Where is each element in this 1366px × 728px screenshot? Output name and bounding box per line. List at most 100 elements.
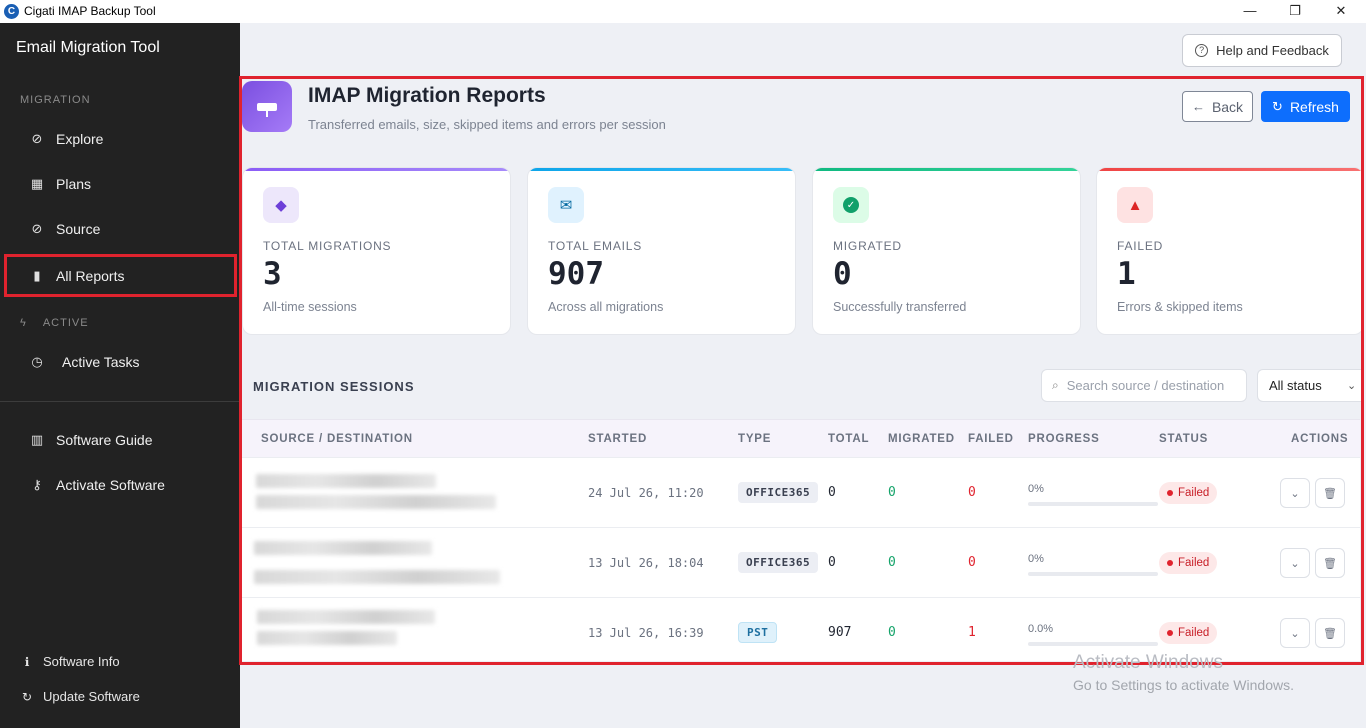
delete-button[interactable]: 🗑 <box>1315 618 1345 648</box>
sidebar-item-active-tasks[interactable]: ◷ Active Tasks <box>4 342 237 382</box>
activation-watermark-text: Go to Settings to activate Windows. <box>1073 677 1294 693</box>
migrated-count: 0 <box>888 555 896 570</box>
lightning-icon: ϟ <box>20 317 27 329</box>
chevron-down-icon: ⌄ <box>1290 487 1300 500</box>
stat-label: FAILED <box>1117 239 1164 253</box>
redacted-destination <box>257 631 397 645</box>
column-header[interactable]: FAILED <box>968 433 1014 445</box>
column-header[interactable]: STARTED <box>588 433 648 445</box>
sidebar-item-label: Plans <box>56 176 92 192</box>
column-header[interactable]: MIGRATED <box>888 433 955 445</box>
sidebar-item-software-guide[interactable]: ▥ Software Guide <box>4 420 237 460</box>
chevron-down-icon: ⌄ <box>1290 557 1300 570</box>
redacted-source <box>257 610 435 624</box>
app-logo-icon: C <box>4 4 19 19</box>
failed-count: 0 <box>968 485 976 500</box>
section-label-active: ϟ ACTIVE <box>20 317 89 329</box>
grid-icon: ▦ <box>30 176 44 191</box>
delete-button[interactable]: 🗑 <box>1315 548 1345 578</box>
sidebar-item-explore[interactable]: ⊘ Explore <box>4 119 237 159</box>
sidebar-divider <box>0 401 240 402</box>
progress-text: 0% <box>1028 553 1044 565</box>
info-icon: ℹ <box>24 654 30 669</box>
chevron-down-icon: ⌄ <box>1290 627 1300 640</box>
status-badge: Failed <box>1159 482 1218 504</box>
failed-count: 0 <box>968 555 976 570</box>
trash-icon: 🗑 <box>1323 627 1337 640</box>
sidebar-item-label: Explore <box>56 131 104 147</box>
title-bar: C Cigati IMAP Backup Tool — ❐ ✕ <box>0 0 1366 23</box>
sidebar-item-all-reports[interactable]: ▮ All Reports <box>4 254 237 297</box>
delete-button[interactable]: 🗑 <box>1315 478 1345 508</box>
layers-icon: ◆ <box>263 187 299 223</box>
sidebar-item-label: All Reports <box>56 267 125 284</box>
page-subtitle: Transferred emails, size, skipped items … <box>308 117 666 132</box>
stat-card-total-migrations: ◆ TOTAL MIGRATIONS 3 All-time sessions <box>242 167 511 335</box>
stat-label: TOTAL MIGRATIONS <box>263 239 392 253</box>
table-row[interactable]: 24 Jul 26, 11:20 OFFICE365 0 0 0 0% Fail… <box>242 457 1360 527</box>
compass-icon: ⊘ <box>31 131 43 146</box>
table-row[interactable]: 13 Jul 26, 16:39 PST 907 0 1 0.0% Failed… <box>242 597 1360 661</box>
started-time: 24 Jul 26, 11:20 <box>588 486 704 500</box>
status-filter-select[interactable]: All status ⌄ <box>1257 369 1361 402</box>
expand-button[interactable]: ⌄ <box>1280 548 1310 578</box>
sidebar-item-plans[interactable]: ▦ Plans <box>4 164 237 204</box>
started-time: 13 Jul 26, 16:39 <box>588 626 704 640</box>
total-count: 0 <box>828 555 836 570</box>
stat-card-failed: ▲ FAILED 1 Errors & skipped items <box>1096 167 1364 335</box>
sidebar-item-update-software[interactable]: ↻ Update Software <box>20 689 140 704</box>
progress-text: 0% <box>1028 483 1044 495</box>
stat-value: 1 <box>1117 256 1136 292</box>
stat-value: 0 <box>833 256 852 292</box>
progress-bar <box>1028 502 1158 506</box>
sidebar-brand: Email Migration Tool <box>16 39 160 56</box>
refresh-button[interactable]: ↻ Refresh <box>1261 91 1350 122</box>
sidebar-item-label: Software Info <box>43 654 120 669</box>
stat-label: MIGRATED <box>833 239 902 253</box>
refresh-icon: ↻ <box>21 689 33 704</box>
expand-button[interactable]: ⌄ <box>1280 478 1310 508</box>
sidebar-item-source[interactable]: ⊘ Source <box>4 209 237 249</box>
expand-button[interactable]: ⌄ <box>1280 618 1310 648</box>
search-box[interactable]: ⌕ <box>1041 369 1247 402</box>
table-row[interactable]: 13 Jul 26, 18:04 OFFICE365 0 0 0 0% Fail… <box>242 527 1360 597</box>
activation-watermark-title: Activate Windows <box>1073 652 1223 673</box>
close-button[interactable]: ✕ <box>1335 3 1347 18</box>
column-header[interactable]: TYPE <box>738 433 772 445</box>
migrated-count: 0 <box>888 625 896 640</box>
redacted-source <box>256 474 436 488</box>
trash-icon: 🗑 <box>1323 557 1337 570</box>
stat-description: Across all migrations <box>548 300 664 314</box>
type-badge: OFFICE365 <box>738 482 819 503</box>
clock-icon: ◷ <box>31 354 43 369</box>
sidebar-item-label: Source <box>56 221 101 237</box>
redacted-destination <box>254 570 500 584</box>
maximize-button[interactable]: ❐ <box>1289 3 1301 18</box>
help-feedback-button[interactable]: ? Help and Feedback <box>1182 34 1342 67</box>
stat-value: 907 <box>548 256 604 292</box>
column-header[interactable]: STATUS <box>1159 433 1209 445</box>
column-header[interactable]: PROGRESS <box>1028 433 1100 445</box>
search-input[interactable] <box>1066 378 1237 393</box>
started-time: 13 Jul 26, 18:04 <box>588 556 704 570</box>
sidebar-item-software-info[interactable]: ℹ Software Info <box>20 654 120 669</box>
failed-count: 1 <box>968 625 976 640</box>
section-marker <box>240 378 242 394</box>
column-header[interactable]: SOURCE / DESTINATION <box>261 433 413 445</box>
progress-bar <box>1028 572 1158 576</box>
arrow-left-icon: ← <box>1191 99 1205 114</box>
column-header[interactable]: TOTAL <box>828 433 870 445</box>
sidebar-item-label: Software Guide <box>56 432 153 448</box>
sidebar-item-label: Activate Software <box>56 477 165 493</box>
redacted-source <box>254 541 432 555</box>
sessions-title: MIGRATION SESSIONS <box>253 379 415 394</box>
migrated-count: 0 <box>888 485 896 500</box>
stat-description: Successfully transferred <box>833 300 967 314</box>
back-button[interactable]: ← Back <box>1182 91 1253 122</box>
progress-text: 0.0% <box>1028 623 1054 635</box>
total-count: 0 <box>828 485 836 500</box>
question-icon: ? <box>1195 44 1209 57</box>
status-badge: Failed <box>1159 552 1218 574</box>
minimize-button[interactable]: — <box>1243 3 1257 18</box>
sidebar-item-activate-software[interactable]: ⚷ Activate Software <box>4 465 237 505</box>
